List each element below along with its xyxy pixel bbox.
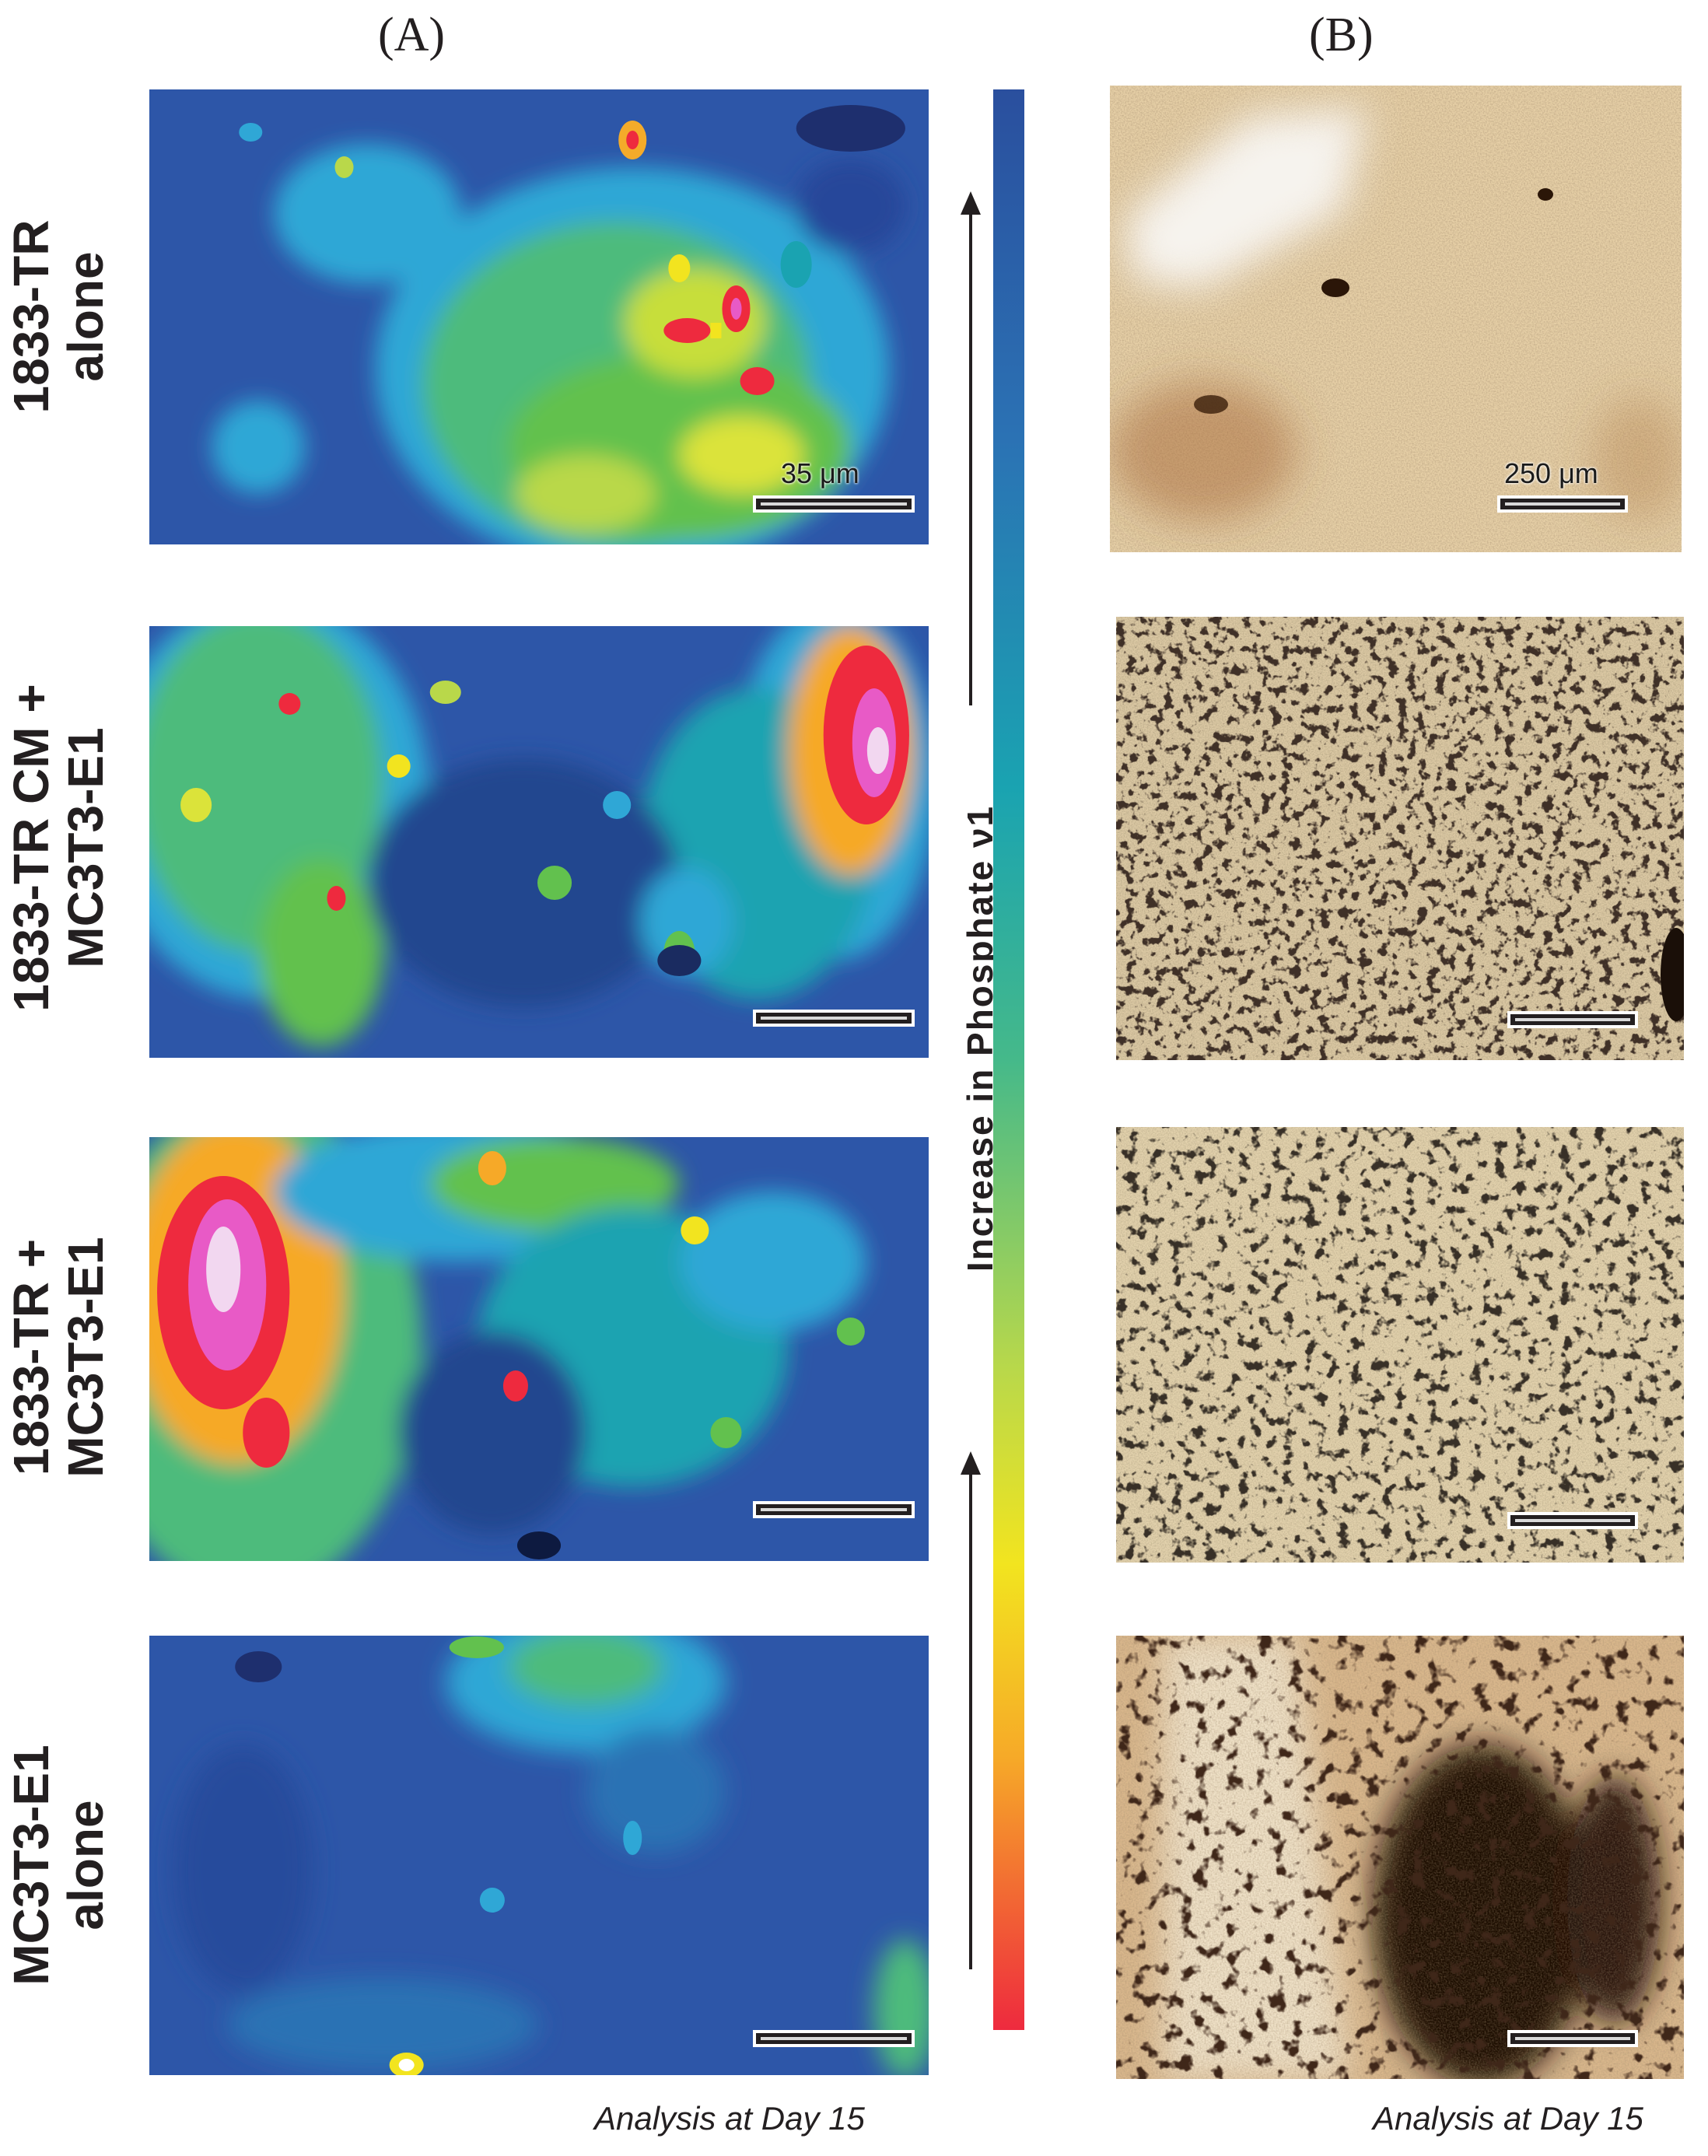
row-label-1833-tr-cm: 1833-TR CM + MC3T3-E1 xyxy=(0,630,121,1066)
row-label-line: MC3T3-E1 xyxy=(58,1237,114,1478)
scalebar-a-3 xyxy=(753,1501,915,1518)
row-label-line: MC3T3-E1 xyxy=(58,727,114,968)
scalebar-b-3 xyxy=(1507,1512,1638,1529)
caption-left: Analysis at Day 15 xyxy=(594,2100,865,2137)
micrograph-1833-tr-mc3t3 xyxy=(1116,1127,1684,1563)
scalebar-a-1 xyxy=(753,495,915,513)
raman-map-mc3t3-alone xyxy=(149,1636,929,2075)
row-label-line: alone xyxy=(58,251,114,382)
arrow-up-icon xyxy=(961,1451,981,1475)
scalebar-b-1 xyxy=(1497,495,1628,513)
row-label-line: 1833-TR + xyxy=(3,1238,59,1476)
micrograph-1833-tr-cm-mc3t3 xyxy=(1116,617,1684,1060)
arrow-up-icon xyxy=(961,191,981,215)
row-label-1833-tr-alone: 1833-TR alone xyxy=(0,99,121,534)
row-label-mc3t3-alone: MC3T3-E1 alone xyxy=(0,1647,121,2083)
arrow-shaft-lower xyxy=(969,1472,972,1969)
row-label-line: alone xyxy=(58,1800,114,1930)
raman-map-1833-tr-cm-mc3t3 xyxy=(149,626,929,1058)
scalebar-b-2 xyxy=(1507,1011,1638,1028)
scalebar-label-250um: 250 μm xyxy=(1504,457,1598,489)
raman-map-1833-tr-mc3t3 xyxy=(149,1137,929,1561)
micrograph-1833-tr-alone xyxy=(1110,86,1682,552)
row-label-line: 1833-TR xyxy=(3,219,59,414)
scalebar-a-4 xyxy=(753,2030,915,2047)
scalebar-a-2 xyxy=(753,1010,915,1027)
panel-b-label: (B) xyxy=(1309,9,1374,61)
colorbar xyxy=(993,89,1024,2030)
scalebar-label-35um: 35 μm xyxy=(781,457,859,489)
caption-right: Analysis at Day 15 xyxy=(1373,2100,1643,2137)
row-label-line: MC3T3-E1 xyxy=(3,1745,59,1986)
row-label-line: 1833-TR CM + xyxy=(3,684,59,1012)
raman-map-1833-tr-alone xyxy=(149,89,929,544)
micrograph-mc3t3-alone xyxy=(1116,1636,1684,2079)
row-label-1833-tr-mc3t3: 1833-TR + MC3T3-E1 xyxy=(0,1139,121,1575)
panel-a-label: (A) xyxy=(378,9,446,61)
scalebar-b-4 xyxy=(1507,2030,1638,2047)
arrow-shaft-upper xyxy=(969,212,972,705)
